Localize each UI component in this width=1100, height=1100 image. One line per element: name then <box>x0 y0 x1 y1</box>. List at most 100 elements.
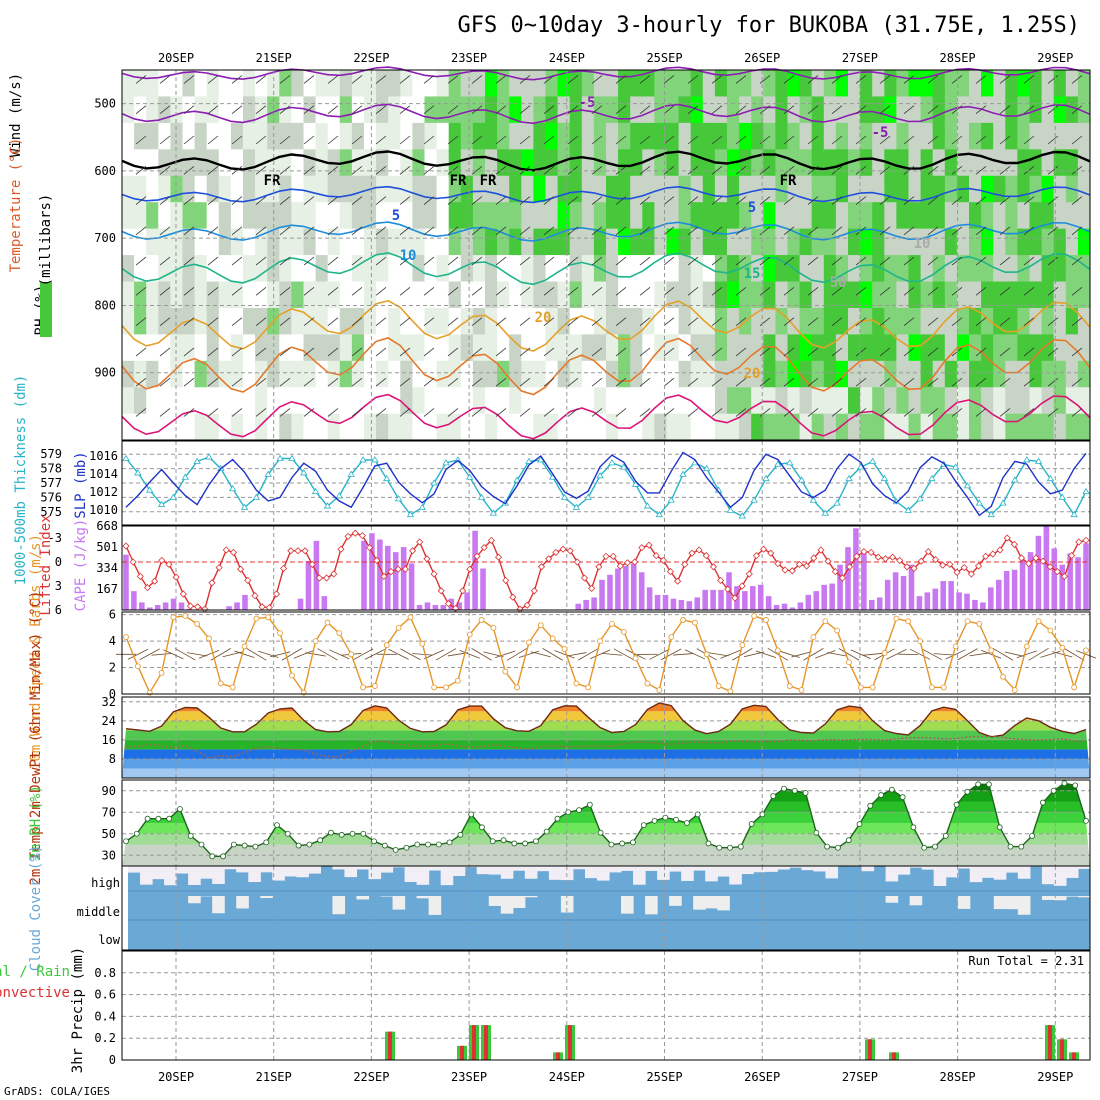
2m-rh-point <box>759 811 766 818</box>
cloud-gap <box>669 896 682 906</box>
thickness-point <box>394 495 403 502</box>
rh-shade-cell <box>848 387 861 416</box>
wind-barb <box>1023 196 1035 205</box>
rh-shade-cell <box>388 255 401 284</box>
wind-barb <box>231 377 243 387</box>
2m-rh-point <box>1061 780 1068 787</box>
rh-shade-cell <box>908 281 922 311</box>
cloud-gap <box>789 866 802 868</box>
rh-shade-cell <box>896 307 909 337</box>
rh-shade-cell <box>545 255 559 284</box>
rh-shade-cell <box>642 202 655 231</box>
panel-frame <box>121 696 1091 779</box>
rh-shade-cell <box>412 307 425 337</box>
wind-barb <box>351 408 363 417</box>
rh-shade-cell <box>642 360 655 390</box>
rh-shade-cell <box>1041 149 1055 178</box>
rh-shade-cell <box>557 122 571 152</box>
wind-barb <box>375 408 387 417</box>
wind-barb <box>975 256 987 266</box>
rh-shade-cell <box>303 307 317 337</box>
wind-speed-point <box>466 631 473 638</box>
cloud-gap <box>633 866 646 885</box>
cape-bar <box>424 602 431 610</box>
wind-barb <box>207 105 219 115</box>
precip-convective-bar <box>868 1039 872 1060</box>
rh-shade-cell <box>218 387 232 416</box>
rh-shade-cell <box>364 96 377 125</box>
rh-shade-cell <box>823 175 837 205</box>
rh-shade-cell <box>1053 70 1067 99</box>
cloud-gap <box>705 896 718 909</box>
rh-shade-cell <box>956 149 970 178</box>
wind-barb <box>663 196 675 205</box>
wind-barb <box>255 408 267 417</box>
wind-barb <box>183 75 195 84</box>
rh-shade-cell <box>485 307 498 337</box>
rh-shade-cell <box>775 360 788 390</box>
thickness-point <box>169 493 178 500</box>
rh-shade-cell <box>255 202 268 231</box>
wind-speed-point <box>1035 618 1042 625</box>
rh-shade-cell <box>811 307 825 337</box>
top-date-axis: 20SEP 21SEP 22SEP 23SEP 24SEP 25SEP 26SEP 27SEP… <box>158 51 1073 65</box>
rh-shade-cell <box>872 281 885 311</box>
rh-shade-cell <box>122 387 135 416</box>
cape-bar <box>432 604 439 610</box>
lifted-index-point <box>229 548 238 556</box>
wind-barb <box>735 226 747 236</box>
wind-barb <box>519 408 531 417</box>
2m-rh-point <box>770 793 777 800</box>
cape-bar <box>805 594 812 610</box>
wind-barb <box>975 75 987 84</box>
thickness-point <box>868 457 877 464</box>
slp-tick-label: 1012 <box>89 485 118 499</box>
rh-shade-cell <box>896 387 909 416</box>
lifted-index-point <box>265 604 273 612</box>
rh-shade-cell <box>194 122 208 152</box>
cape-bar <box>837 564 843 610</box>
rh-shade-cell <box>678 122 692 152</box>
rh-shade-cell <box>739 387 752 416</box>
lifted-index-point <box>946 560 954 568</box>
wind-barb <box>255 75 267 84</box>
wind-barb <box>879 347 891 357</box>
2m-rh-point <box>252 843 259 850</box>
wind-barb <box>903 377 915 387</box>
rh-shade-cell <box>702 307 716 337</box>
wind-barb <box>293 650 314 659</box>
wind-barb <box>399 347 411 357</box>
wind-barb <box>999 75 1011 84</box>
lifted-index-point <box>566 547 574 555</box>
wind-barb <box>663 75 675 84</box>
rh-shade-cell <box>1029 360 1043 390</box>
wind-barb <box>927 135 939 145</box>
lifted-index-point <box>373 556 381 564</box>
contour-label: 20 <box>535 310 552 326</box>
rh-shade-cell <box>194 96 208 125</box>
rh-shade-cell <box>763 413 776 443</box>
wind-barb <box>720 649 741 659</box>
cloud-gap <box>500 896 514 914</box>
wind-barb <box>518 650 540 658</box>
panel-frame <box>121 69 1091 441</box>
2m-rh-point <box>986 781 992 788</box>
rh-shade-cell <box>702 96 716 125</box>
rh-shade-cell <box>908 70 922 99</box>
cloud-gap <box>1005 896 1019 910</box>
rh-shade-cell <box>243 255 256 284</box>
rh-shade-cell <box>642 255 655 284</box>
2m-rh-point <box>338 831 345 838</box>
cloud-gap <box>380 866 394 873</box>
rh-shade-cell <box>1077 70 1091 99</box>
cape-bar <box>170 598 177 610</box>
rh-shade-cell <box>581 70 595 99</box>
rh-shade-cell <box>606 255 619 284</box>
wind-barb <box>151 653 172 656</box>
wind-barb <box>975 317 987 326</box>
rh-shade-cell <box>509 413 522 443</box>
wind-speed-point <box>1047 627 1054 634</box>
cape-bar <box>416 604 423 610</box>
rh-shade-cell <box>666 281 680 311</box>
2m-rh-point <box>1072 782 1079 789</box>
